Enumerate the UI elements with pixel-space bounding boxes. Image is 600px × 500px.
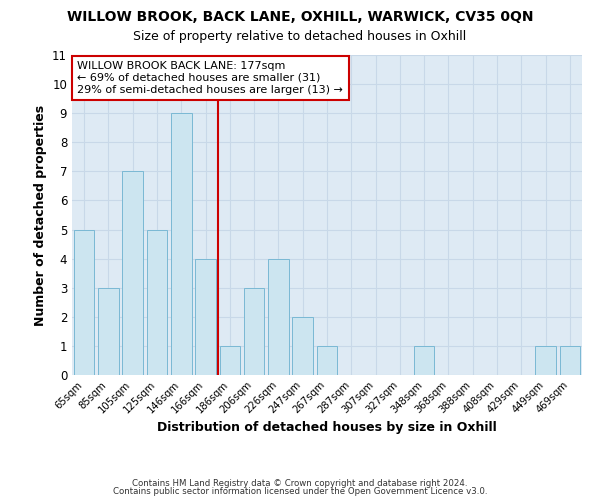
Bar — [74, 230, 94, 375]
Text: Size of property relative to detached houses in Oxhill: Size of property relative to detached ho… — [133, 30, 467, 43]
Bar — [195, 258, 216, 375]
Bar — [535, 346, 556, 375]
Y-axis label: Number of detached properties: Number of detached properties — [34, 104, 47, 326]
Text: Contains HM Land Registry data © Crown copyright and database right 2024.: Contains HM Land Registry data © Crown c… — [132, 478, 468, 488]
Bar — [98, 288, 119, 375]
Bar — [220, 346, 240, 375]
Bar — [122, 172, 143, 375]
Bar — [414, 346, 434, 375]
Bar — [171, 113, 191, 375]
X-axis label: Distribution of detached houses by size in Oxhill: Distribution of detached houses by size … — [157, 421, 497, 434]
Bar — [560, 346, 580, 375]
Bar — [146, 230, 167, 375]
Bar — [317, 346, 337, 375]
Bar — [268, 258, 289, 375]
Text: WILLOW BROOK BACK LANE: 177sqm
← 69% of detached houses are smaller (31)
29% of : WILLOW BROOK BACK LANE: 177sqm ← 69% of … — [77, 62, 343, 94]
Bar — [292, 317, 313, 375]
Text: Contains public sector information licensed under the Open Government Licence v3: Contains public sector information licen… — [113, 487, 487, 496]
Text: WILLOW BROOK, BACK LANE, OXHILL, WARWICK, CV35 0QN: WILLOW BROOK, BACK LANE, OXHILL, WARWICK… — [67, 10, 533, 24]
Bar — [244, 288, 265, 375]
